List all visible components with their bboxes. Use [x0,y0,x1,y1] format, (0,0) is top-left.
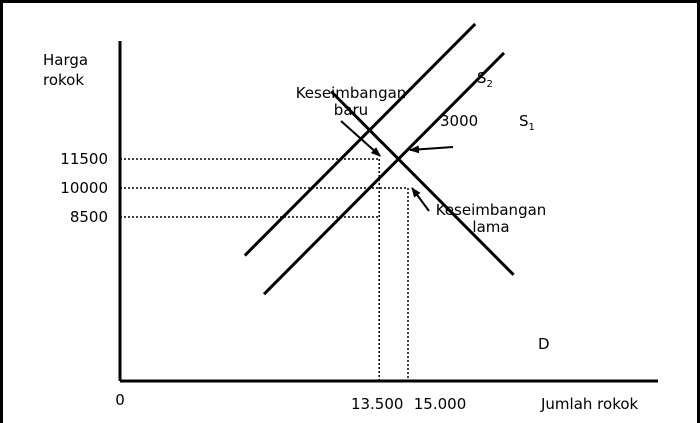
origin-label: 0 [115,391,125,409]
y-tick-11500: 11500 [60,150,108,168]
equilibrium-new-arrow [340,120,381,157]
y-tick-8500: 8500 [70,208,108,226]
x-tick-13.500: 13.500 [351,395,404,413]
y-axis-label-0: Harga [43,51,88,69]
equilibrium-new-label-0: Keseimbangan [296,84,407,102]
series-line-S1 [262,51,506,296]
shift-annotation: 3000 [440,112,478,130]
series-line-D [330,90,515,276]
equilibrium-old-arrow [411,187,430,212]
equilibrium-old-label-1: lama [472,218,509,236]
series-label-S2: S2 [477,69,493,90]
y-axis-label-1: rokok [43,71,84,89]
y-tick-10000: 10000 [60,179,108,197]
supply-demand-chart: Harga rokok Jumlah rokok 0 11500 10000 8500 13.… [43,22,658,413]
shift-arrow [409,145,454,154]
x-axis-label: Jumlah rokok [540,395,639,413]
series-label-D: D [538,335,550,353]
equilibrium-new-label-1: baru [334,101,368,119]
series-label-S1: S1 [519,112,535,133]
equilibrium-old-label-0: Keseimbangan [436,201,547,219]
x-tick-15.000: 15.000 [414,395,467,413]
series-line-S2 [243,22,477,257]
